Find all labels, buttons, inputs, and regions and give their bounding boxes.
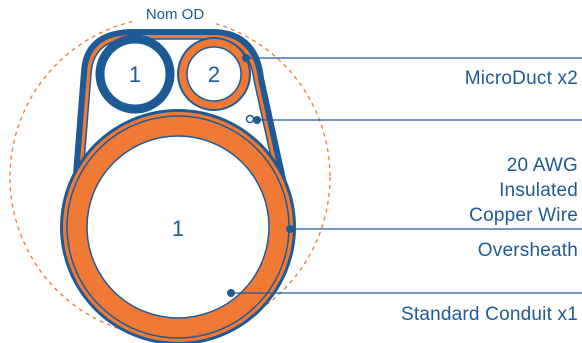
- microduct-1-ring: [95, 34, 175, 114]
- copper-wire-circle: [245, 114, 255, 124]
- callout-conduit: Standard Conduit x1: [401, 304, 578, 325]
- callout-leaders: [231, 57, 582, 294]
- microduct-1-number: 1: [129, 62, 141, 87]
- callout-wire-line1: 20 AWG: [507, 155, 578, 176]
- callout-microduct: MicroDuct x2: [465, 68, 578, 89]
- callout-oversheath: Oversheath: [478, 240, 578, 261]
- dot-oversheath: [286, 225, 294, 233]
- microduct-2-number: 2: [208, 62, 220, 87]
- standard-conduit-number: 1: [172, 216, 184, 241]
- dot-microduct: [242, 54, 250, 62]
- microduct-2-bore: [186, 46, 242, 102]
- callout-wire-line2: Insulated: [499, 180, 578, 201]
- callout-dots: [227, 54, 294, 297]
- dot-conduit: [227, 289, 235, 297]
- nom-od-label-bg: [132, 5, 218, 23]
- dot-wire: [253, 116, 261, 124]
- callout-wire-line3: Copper Wire: [469, 205, 578, 226]
- standard-conduit-bore: [86, 135, 270, 319]
- nom-od-label: Nom OD: [146, 6, 205, 23]
